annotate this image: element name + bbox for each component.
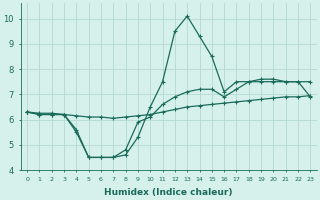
X-axis label: Humidex (Indice chaleur): Humidex (Indice chaleur) bbox=[104, 188, 233, 197]
